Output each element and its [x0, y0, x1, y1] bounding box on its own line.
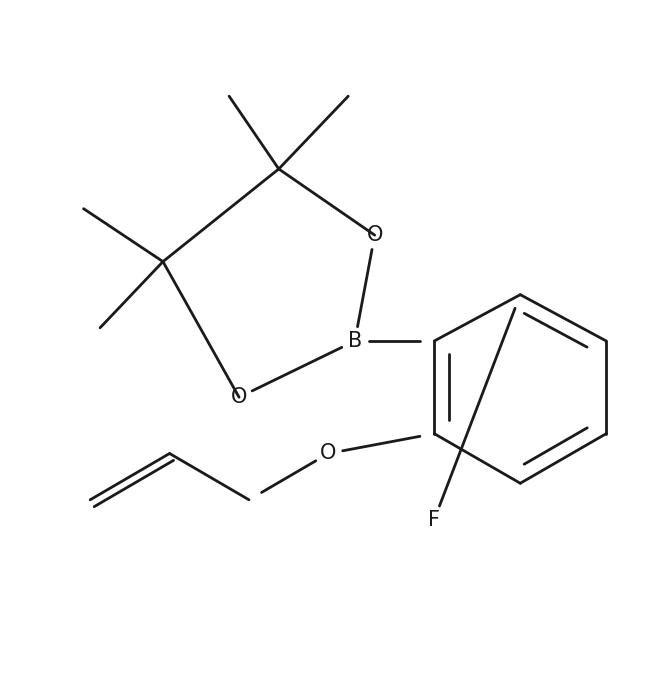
Text: O: O	[320, 443, 336, 464]
Text: F: F	[428, 509, 440, 530]
Text: B: B	[348, 331, 362, 351]
Text: O: O	[366, 225, 383, 245]
Text: O: O	[231, 387, 247, 407]
